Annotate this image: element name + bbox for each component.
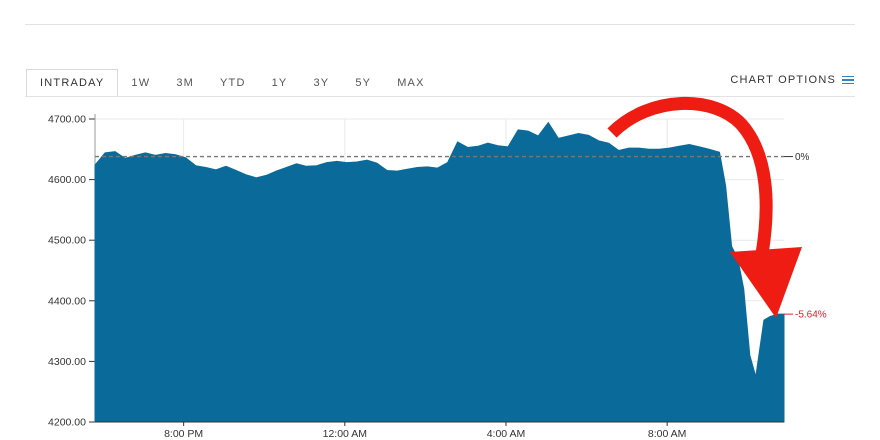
change-label: -5.64%	[795, 310, 827, 321]
annotation-arrow-shaft	[607, 96, 773, 256]
range-tabs: INTRADAY 1W 3M YTD 1Y 3Y 5Y MAX	[26, 69, 438, 97]
tab-5y[interactable]: 5Y	[355, 77, 372, 89]
chart-options-label: CHART OPTIONS	[730, 74, 836, 86]
tab-ytd[interactable]: YTD	[220, 77, 246, 89]
tab-3y[interactable]: 3Y	[313, 77, 330, 89]
y-tick-label: 4600.00	[48, 174, 86, 186]
x-tick-label: 8:00 PM	[164, 428, 203, 440]
y-tick-label: 4200.00	[48, 417, 86, 429]
top-divider	[25, 24, 855, 25]
y-tick-label: 4500.00	[48, 235, 86, 247]
y-tick-label: 4700.00	[48, 114, 86, 126]
x-tick-label: 4:00 AM	[487, 428, 526, 440]
x-tick-label: 12:00 AM	[323, 428, 367, 440]
reference-label: 0%	[795, 152, 810, 163]
annotation-arrow-head	[730, 247, 802, 318]
menu-icon	[842, 75, 854, 85]
price-area	[94, 121, 785, 423]
chart-options-button[interactable]: CHART OPTIONS	[730, 74, 854, 86]
y-tick-label: 4300.00	[48, 356, 86, 368]
tab-3m[interactable]: 3M	[176, 77, 194, 89]
tab-1w[interactable]: 1W	[131, 77, 151, 89]
y-tick-label: 4400.00	[48, 295, 86, 307]
tab-intraday[interactable]: INTRADAY	[26, 69, 119, 97]
tab-max[interactable]: MAX	[397, 77, 425, 89]
tabs-divider	[25, 96, 855, 97]
x-tick-label: 8:00 AM	[648, 428, 687, 440]
tab-1y[interactable]: 1Y	[271, 77, 288, 89]
